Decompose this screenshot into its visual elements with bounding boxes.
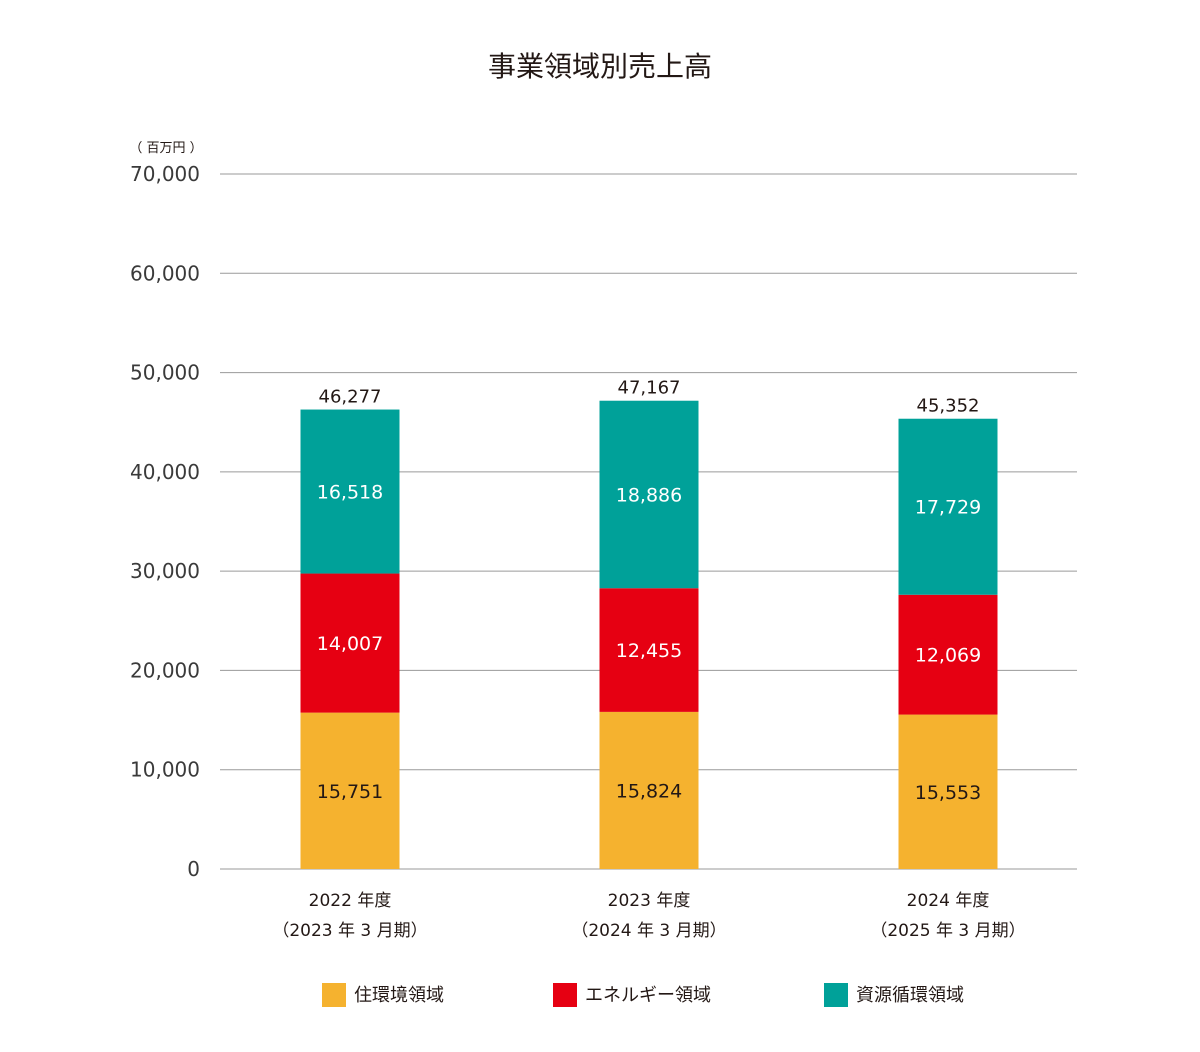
y-axis-unit-label: （ 百万円 ）	[129, 141, 202, 156]
y-tick-label: 0	[187, 857, 200, 881]
total-label: 46,277	[319, 387, 382, 408]
x-axis: 2022 年度 （2023 年 3 月期） 2023 年度 （2024 年 3 月期）…	[272, 891, 1025, 941]
x-tick-label: 2023 年度	[608, 891, 691, 911]
data-label: 15,553	[915, 782, 981, 804]
legend: 住環境領域 エネルギー領域 資源循環領域	[322, 983, 964, 1007]
y-tick-label: 10,000	[130, 758, 200, 782]
total-label: 47,167	[618, 378, 681, 399]
bar-segment	[300, 573, 400, 713]
data-label: 18,886	[616, 484, 682, 506]
x-tick-label: 2022 年度	[309, 891, 392, 911]
data-label: 15,751	[317, 781, 383, 803]
data-label: 16,518	[317, 482, 383, 504]
x-tick-sublabel: （2025 年 3 月期）	[870, 921, 1025, 941]
y-tick-label: 50,000	[130, 361, 200, 385]
data-label: 15,824	[616, 780, 682, 802]
data-label: 12,455	[616, 640, 682, 662]
y-tick-label: 60,000	[130, 261, 200, 285]
legend-label: エネルギー領域	[585, 985, 711, 1006]
bar-segment	[300, 712, 400, 869]
legend-label: 資源循環領域	[856, 985, 964, 1006]
data-label: 12,069	[915, 645, 981, 667]
bar-segment	[898, 594, 998, 715]
bar-segment	[898, 714, 998, 869]
bar-segment	[599, 400, 699, 589]
legend-label: 住環境領域	[354, 985, 444, 1006]
x-tick-sublabel: （2023 年 3 月期）	[272, 921, 427, 941]
bar-segment	[599, 588, 699, 712]
bar-segment	[898, 418, 998, 595]
legend-swatch	[824, 983, 848, 1007]
y-tick-label: 20,000	[130, 658, 200, 682]
data-label: 17,729	[915, 497, 981, 519]
total-label: 45,352	[917, 396, 980, 417]
y-tick-label: 40,000	[130, 460, 200, 484]
bar-segment	[599, 711, 699, 869]
legend-swatch	[322, 983, 346, 1007]
legend-swatch	[553, 983, 577, 1007]
y-tick-label: 70,000	[130, 162, 200, 186]
bars: 15,751 14,007 16,518 46,277 15,824 12,455 18,8…	[300, 378, 998, 869]
x-tick-label: 2024 年度	[907, 891, 990, 911]
bar-segment	[300, 409, 400, 574]
y-tick-label: 30,000	[130, 559, 200, 583]
chart-title: 事業領域別売上高	[488, 50, 712, 83]
x-tick-sublabel: （2024 年 3 月期）	[571, 921, 726, 941]
data-label: 14,007	[317, 633, 383, 655]
